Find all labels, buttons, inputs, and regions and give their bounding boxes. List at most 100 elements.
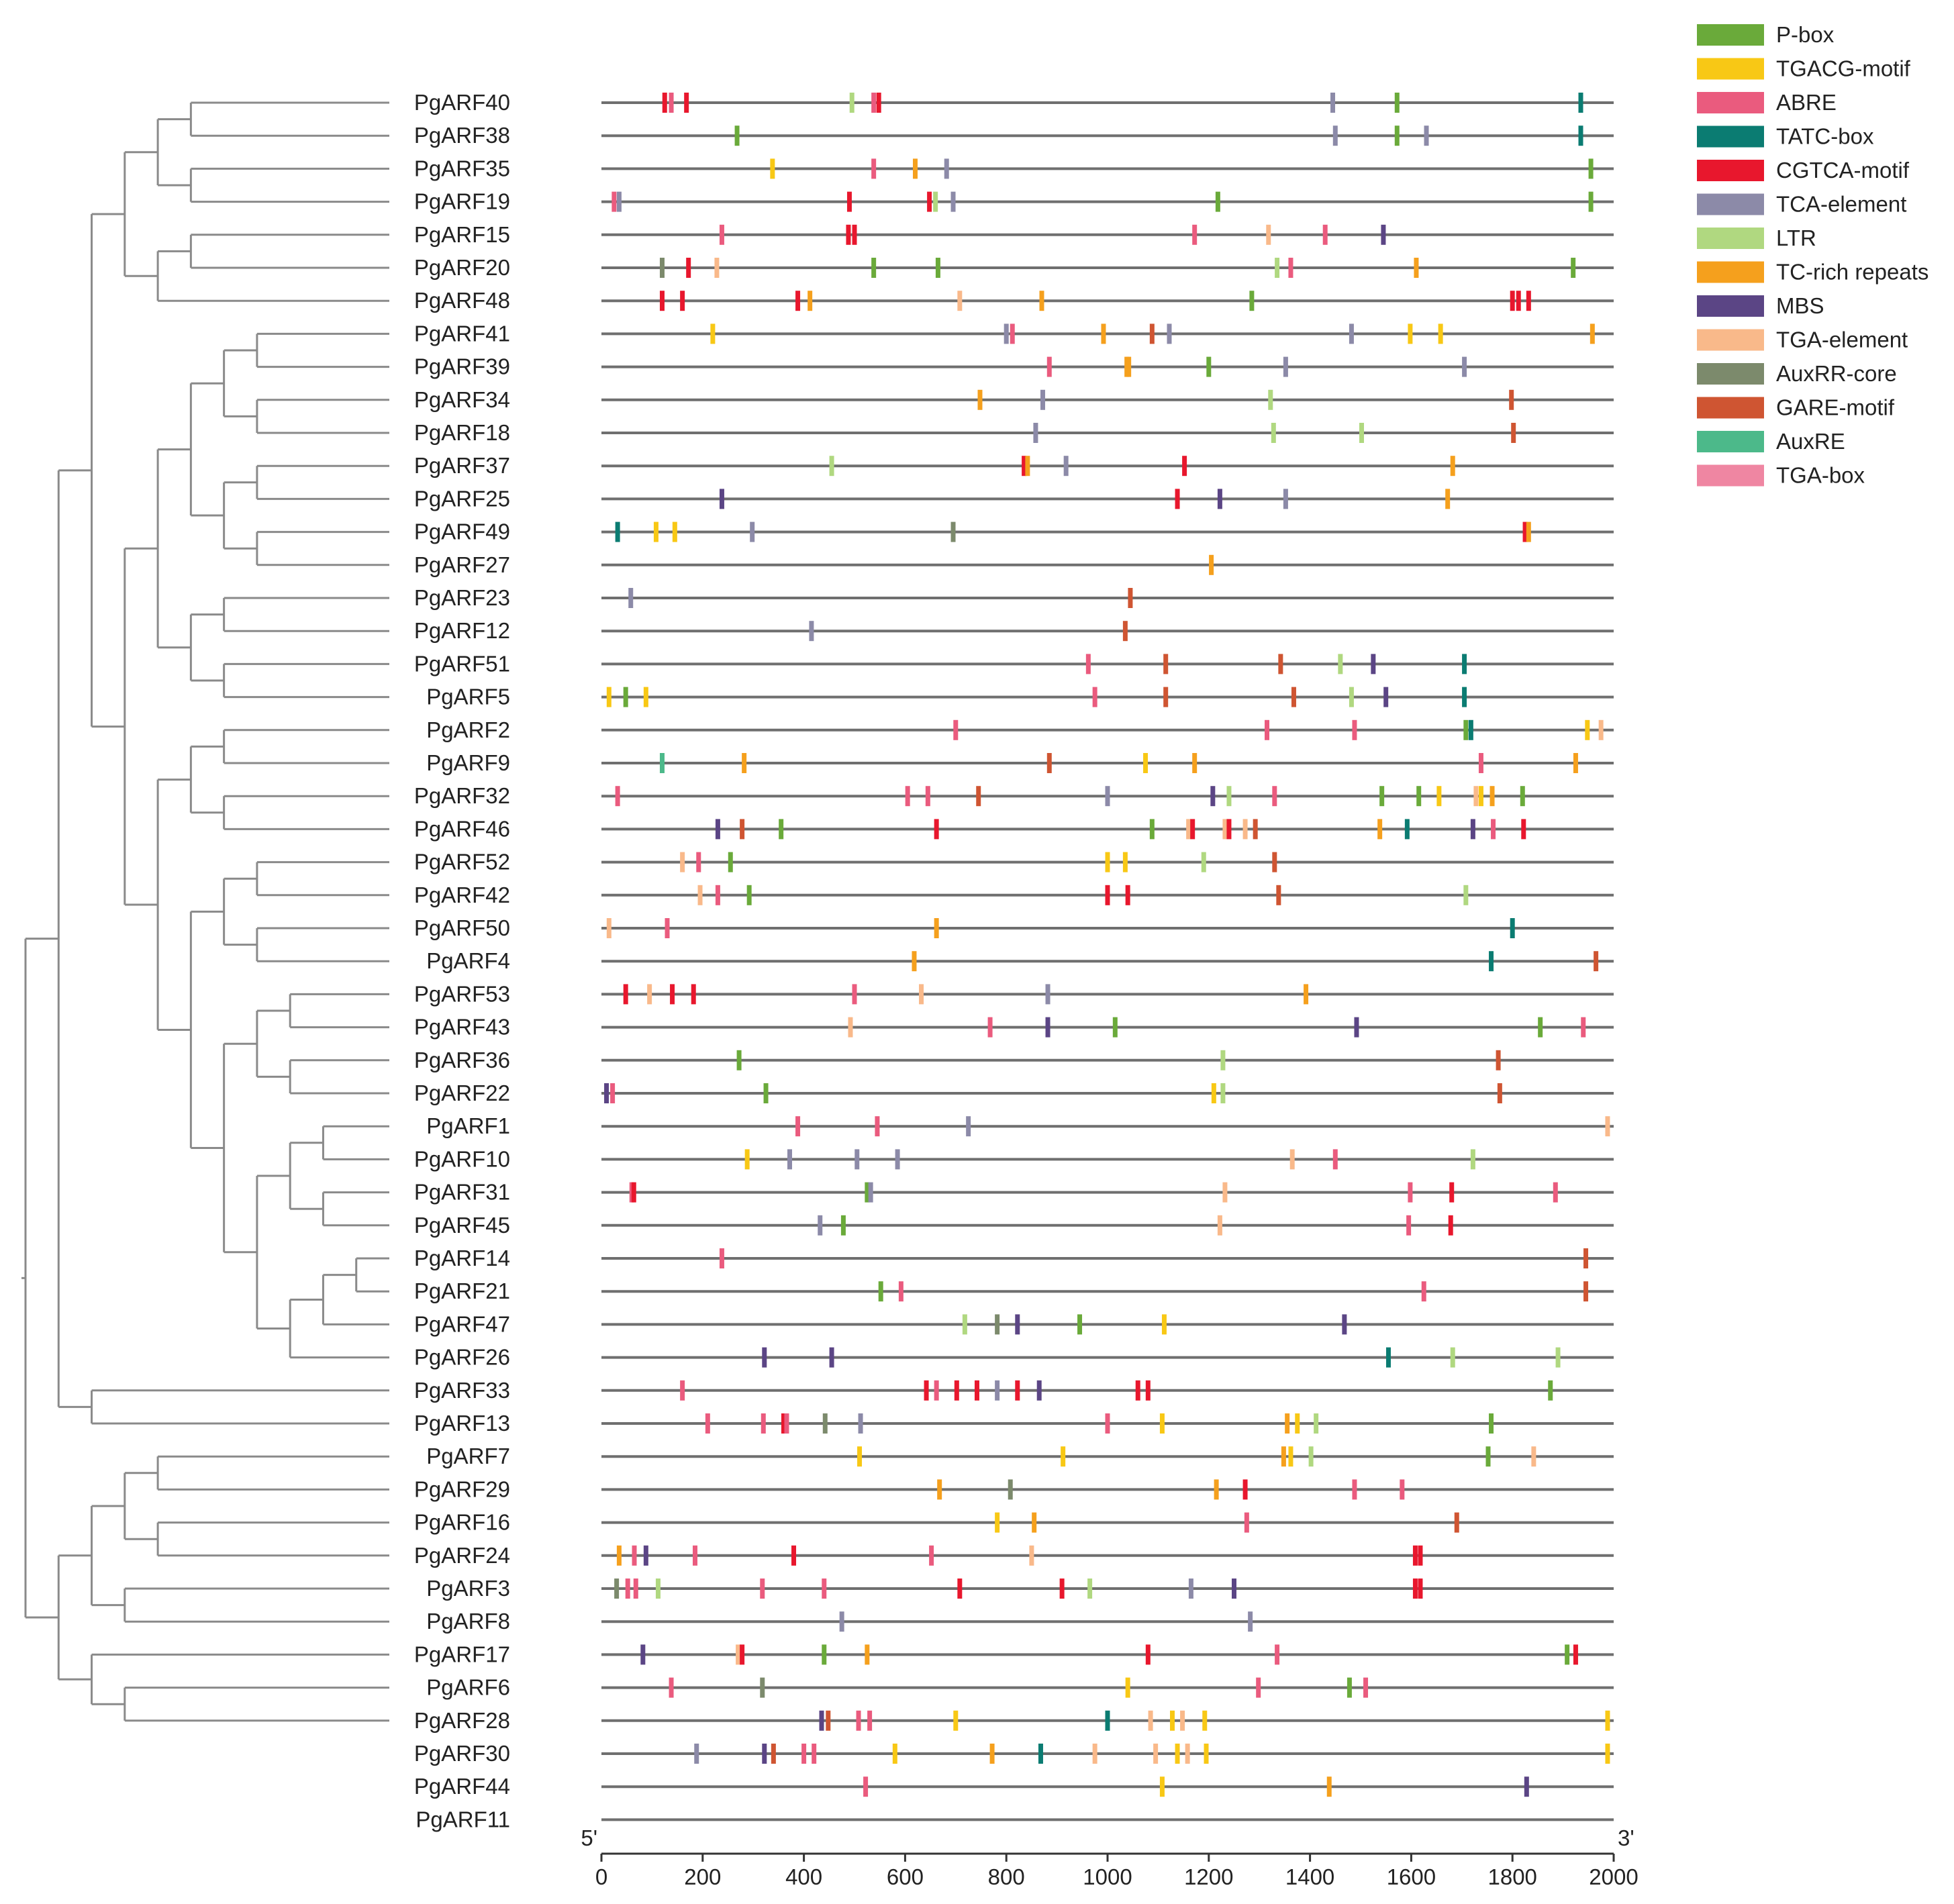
element-mark — [840, 1215, 846, 1236]
element-mark — [1186, 819, 1191, 840]
element-mark — [604, 1083, 609, 1103]
element-mark — [1526, 521, 1531, 542]
gene-label: PgARF6 — [426, 1675, 510, 1700]
element-mark — [1385, 1347, 1391, 1368]
element-mark — [1424, 126, 1429, 146]
gene-track — [601, 93, 1614, 113]
element-mark — [1383, 687, 1389, 707]
element-mark — [898, 1281, 903, 1302]
element-mark — [791, 1545, 797, 1566]
gene-label: PgARF10 — [414, 1146, 510, 1171]
legend-item: P-box — [1697, 22, 1835, 47]
element-mark — [736, 1050, 742, 1070]
element-mark — [714, 258, 720, 278]
element-mark — [734, 126, 740, 146]
element-mark — [868, 1182, 873, 1203]
element-mark — [1022, 456, 1027, 477]
element-mark — [957, 291, 963, 311]
element-mark — [1015, 1380, 1020, 1401]
element-mark — [1354, 1017, 1359, 1038]
element-mark — [606, 687, 612, 707]
element-mark — [1033, 423, 1038, 443]
gene-label: PgARF23 — [414, 585, 510, 610]
element-mark — [1478, 786, 1483, 807]
element-mark — [1125, 1677, 1130, 1698]
gene-track — [601, 554, 1614, 575]
element-mark — [1445, 489, 1451, 509]
gene-label: PgARF41 — [414, 321, 510, 346]
element-mark — [1497, 1083, 1502, 1103]
element-mark — [839, 1611, 844, 1632]
element-mark — [1349, 687, 1354, 707]
gene-track — [601, 852, 1614, 872]
element-mark — [1565, 1644, 1570, 1665]
axis-tick-label: 1600 — [1387, 1864, 1436, 1889]
legend-label: AuxRE — [1776, 429, 1845, 454]
axis-tick-label: 1400 — [1285, 1864, 1334, 1889]
gene-track — [601, 521, 1614, 542]
element-mark — [760, 1579, 765, 1599]
gene-label: PgARF51 — [414, 651, 510, 676]
gene-track — [601, 489, 1614, 509]
gene-track — [601, 1776, 1614, 1797]
element-mark — [1148, 1710, 1153, 1731]
element-mark — [616, 1545, 622, 1566]
element-mark — [1352, 1479, 1357, 1500]
element-mark — [962, 1314, 967, 1335]
gene-track — [601, 1083, 1614, 1103]
element-mark — [662, 93, 667, 113]
element-mark — [1283, 356, 1288, 377]
element-mark — [1185, 1744, 1190, 1764]
axis-tick-label: 800 — [988, 1864, 1025, 1889]
axis-tick-label: 2000 — [1589, 1864, 1638, 1889]
element-mark — [818, 1215, 823, 1236]
gene-label: PgARF38 — [414, 123, 510, 148]
element-mark — [787, 1149, 792, 1170]
element-mark — [1581, 1017, 1586, 1038]
gene-track — [601, 1611, 1614, 1632]
element-mark — [740, 819, 745, 840]
element-mark — [1122, 852, 1128, 872]
element-mark — [1605, 1710, 1610, 1731]
element-mark — [633, 1579, 638, 1599]
axis-tick-label: 400 — [785, 1864, 822, 1889]
element-mark — [1256, 1677, 1261, 1698]
element-mark — [640, 1644, 646, 1665]
element-mark — [691, 984, 696, 1005]
gene-track — [601, 1512, 1614, 1533]
gene-label: PgARF1 — [426, 1113, 510, 1138]
element-mark — [1470, 819, 1475, 840]
element-mark — [1135, 1380, 1140, 1401]
legend-swatch — [1697, 464, 1764, 487]
element-mark — [1363, 1677, 1369, 1698]
legend-item: TGACG-motif — [1697, 56, 1911, 81]
phylogenetic-tree — [21, 101, 389, 1722]
element-mark — [1583, 1281, 1589, 1302]
element-mark — [616, 191, 622, 212]
gene-track — [601, 1017, 1614, 1038]
element-mark — [744, 1149, 750, 1170]
element-mark — [934, 918, 939, 938]
element-mark — [669, 93, 674, 113]
gene-label: PgARF22 — [414, 1081, 510, 1105]
element-mark — [1450, 456, 1455, 477]
element-mark — [1202, 1710, 1208, 1731]
gene-track — [601, 1281, 1614, 1302]
gene-label: PgARF9 — [426, 750, 510, 775]
gene-track — [601, 687, 1614, 707]
element-mark — [867, 1710, 873, 1731]
element-mark — [742, 753, 747, 773]
gene-label: PgARF21 — [414, 1279, 510, 1303]
axis-tick-label: 600 — [887, 1864, 924, 1889]
gene-track — [601, 621, 1614, 642]
gene-track — [601, 1413, 1614, 1434]
gene-track — [601, 719, 1614, 740]
element-mark — [953, 719, 959, 740]
element-mark — [615, 786, 620, 807]
element-mark — [865, 1644, 870, 1665]
element-mark — [1421, 1281, 1426, 1302]
gene-track — [601, 1677, 1614, 1698]
element-mark — [1029, 1545, 1034, 1566]
gene-label: PgARF44 — [414, 1774, 510, 1799]
